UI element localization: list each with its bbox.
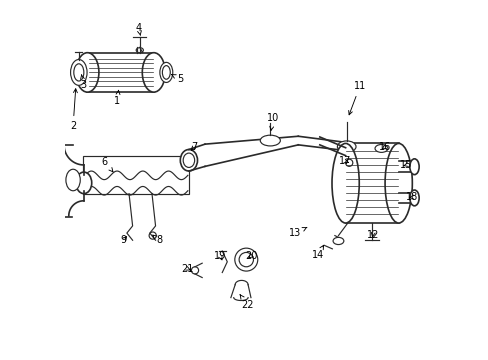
Text: 11: 11 [348,81,366,115]
Text: 4: 4 [135,23,142,35]
Text: 14: 14 [311,246,324,260]
Text: 13: 13 [289,228,306,238]
Ellipse shape [70,59,87,85]
Bar [87,53,153,92]
Text: 16: 16 [378,142,390,152]
Ellipse shape [332,237,343,244]
Circle shape [191,267,198,274]
Text: 9: 9 [120,235,126,245]
Text: 7: 7 [191,142,197,152]
Ellipse shape [260,135,280,146]
Text: 22: 22 [240,294,253,310]
Ellipse shape [409,190,418,206]
Ellipse shape [142,53,165,92]
Ellipse shape [337,141,355,152]
Bar [83,156,188,194]
Ellipse shape [180,149,197,171]
Text: 2: 2 [70,89,77,131]
Ellipse shape [409,159,418,175]
Text: 21: 21 [181,264,194,274]
Text: 3: 3 [81,75,87,90]
Ellipse shape [66,169,80,191]
Text: 8: 8 [152,235,162,245]
Text: 6: 6 [102,157,113,172]
Ellipse shape [76,172,92,194]
Text: 1: 1 [114,90,120,106]
Ellipse shape [331,143,359,223]
Ellipse shape [374,144,387,152]
Ellipse shape [160,62,172,82]
Ellipse shape [384,143,411,223]
Text: 19: 19 [214,251,226,261]
Text: 12: 12 [366,230,378,239]
Text: 18: 18 [406,192,418,202]
Text: 10: 10 [266,113,279,130]
Text: 15: 15 [400,160,412,170]
Text: 5: 5 [171,74,183,84]
Text: 17: 17 [339,156,351,166]
Bar [345,143,398,223]
Ellipse shape [76,53,99,92]
Circle shape [234,248,257,271]
Text: 20: 20 [244,251,257,261]
